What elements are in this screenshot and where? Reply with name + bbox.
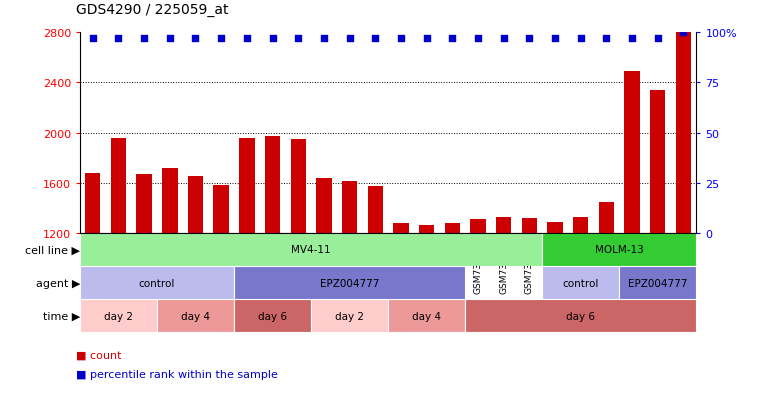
- Text: day 2: day 2: [335, 311, 364, 321]
- Point: [87, 36, 99, 43]
- Point: [472, 36, 484, 43]
- Bar: [619, 266, 696, 299]
- Bar: [543, 233, 696, 266]
- Bar: [599, 202, 614, 233]
- Bar: [465, 299, 696, 332]
- Bar: [470, 220, 486, 233]
- Point: [600, 36, 613, 43]
- Bar: [547, 222, 563, 233]
- Text: MV4-11: MV4-11: [291, 245, 331, 255]
- Bar: [157, 299, 234, 332]
- Point: [446, 36, 458, 43]
- Bar: [444, 223, 460, 233]
- Bar: [80, 266, 234, 299]
- Bar: [291, 140, 306, 233]
- Point: [677, 30, 689, 36]
- Bar: [543, 266, 619, 299]
- Point: [395, 36, 407, 43]
- Point: [240, 36, 253, 43]
- Bar: [368, 187, 383, 233]
- Bar: [342, 182, 358, 233]
- Bar: [162, 168, 177, 233]
- Point: [651, 36, 664, 43]
- Point: [318, 36, 330, 43]
- Bar: [573, 217, 588, 233]
- Point: [498, 36, 510, 43]
- Text: agent ▶: agent ▶: [36, 278, 80, 288]
- Text: day 4: day 4: [181, 311, 210, 321]
- Point: [215, 36, 228, 43]
- Bar: [80, 299, 157, 332]
- Bar: [625, 72, 640, 233]
- Point: [189, 36, 202, 43]
- Point: [369, 36, 381, 43]
- Bar: [85, 173, 100, 233]
- Text: day 6: day 6: [258, 311, 287, 321]
- Point: [164, 36, 176, 43]
- Point: [343, 36, 355, 43]
- Bar: [265, 137, 280, 233]
- Bar: [317, 178, 332, 233]
- Text: day 6: day 6: [566, 311, 595, 321]
- Point: [292, 36, 304, 43]
- Bar: [388, 299, 465, 332]
- Bar: [234, 266, 465, 299]
- Text: day 4: day 4: [412, 311, 441, 321]
- Text: EPZ004777: EPZ004777: [320, 278, 379, 288]
- Text: cell line ▶: cell line ▶: [25, 245, 80, 255]
- Text: control: control: [562, 278, 599, 288]
- Bar: [650, 90, 666, 233]
- Bar: [676, 33, 691, 233]
- Bar: [239, 138, 255, 233]
- Point: [524, 36, 536, 43]
- Bar: [188, 177, 203, 233]
- Bar: [80, 233, 543, 266]
- Bar: [136, 175, 152, 233]
- Text: ■ count: ■ count: [76, 350, 122, 360]
- Point: [549, 36, 561, 43]
- Text: time ▶: time ▶: [43, 311, 80, 321]
- Text: EPZ004777: EPZ004777: [628, 278, 687, 288]
- Bar: [111, 138, 126, 233]
- Point: [626, 36, 638, 43]
- Bar: [234, 299, 311, 332]
- Bar: [522, 218, 537, 233]
- Text: MOLM-13: MOLM-13: [595, 245, 644, 255]
- Point: [266, 36, 279, 43]
- Text: day 2: day 2: [104, 311, 133, 321]
- Text: ■ percentile rank within the sample: ■ percentile rank within the sample: [76, 369, 278, 379]
- Bar: [213, 186, 229, 233]
- Bar: [311, 299, 388, 332]
- Point: [113, 36, 125, 43]
- Bar: [496, 217, 511, 233]
- Point: [575, 36, 587, 43]
- Bar: [419, 225, 435, 233]
- Point: [138, 36, 150, 43]
- Text: GDS4290 / 225059_at: GDS4290 / 225059_at: [76, 2, 228, 17]
- Bar: [393, 223, 409, 233]
- Text: control: control: [139, 278, 175, 288]
- Point: [421, 36, 433, 43]
